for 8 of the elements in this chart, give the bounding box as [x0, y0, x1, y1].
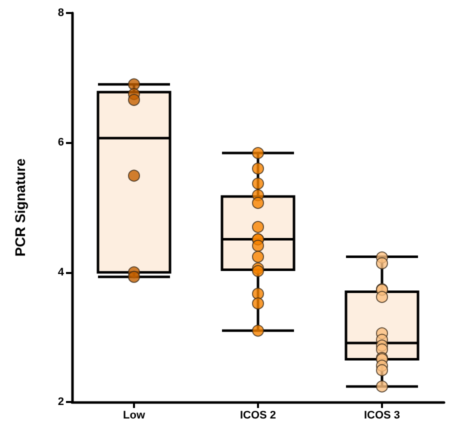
x-tick-label: ICOS 2 — [240, 410, 276, 422]
y-tick-label: 2 — [58, 396, 64, 408]
y-tick-label: 6 — [58, 136, 64, 149]
x-tick-label: Low — [123, 410, 146, 422]
y-axis-title: PCR Signature — [12, 158, 28, 257]
x-tick-label: ICOS 3 — [364, 410, 400, 422]
y-tick-label: 8 — [58, 7, 64, 19]
y-tick-label: 4 — [58, 266, 65, 278]
